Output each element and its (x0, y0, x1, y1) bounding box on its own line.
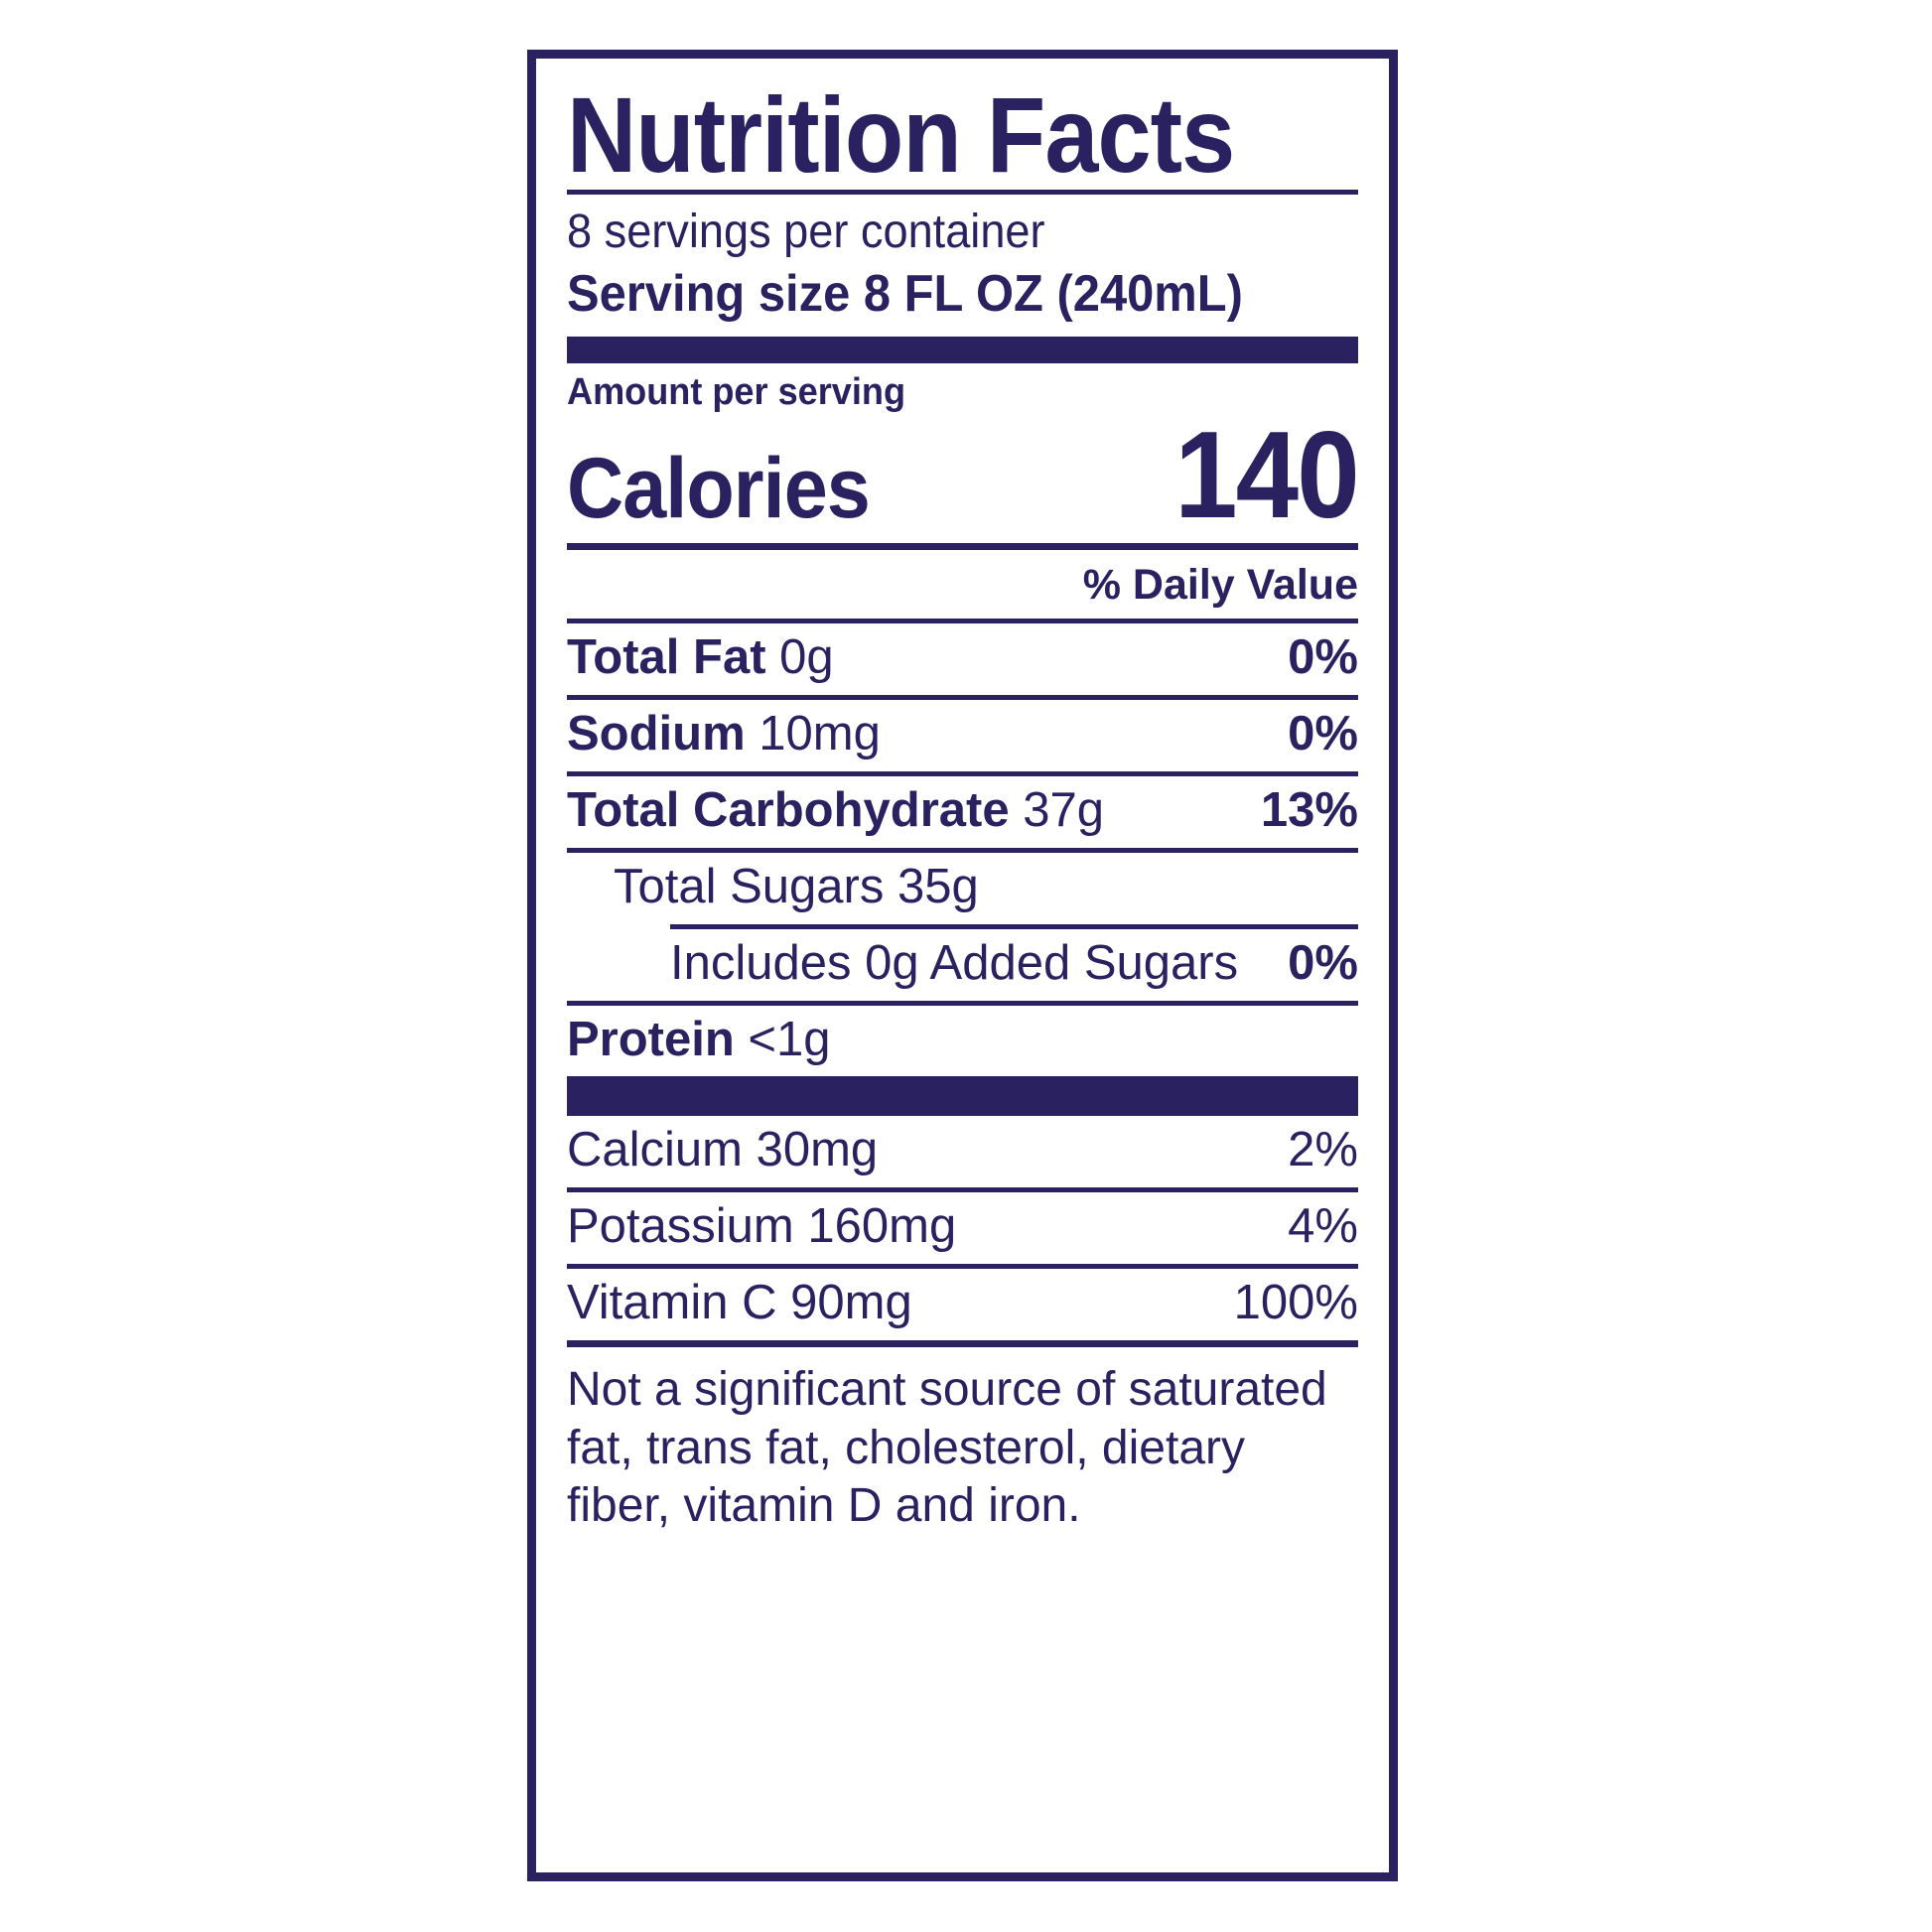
calories-label: Calories (567, 440, 871, 536)
rule-under-calories (567, 542, 1358, 550)
rule-above-total-carbohydrate (567, 770, 1358, 776)
nutrient-row-protein: Protein <1g (567, 1006, 1358, 1077)
nutrient-name-total-carbohydrate: Total Carbohydrate 37g (567, 782, 1104, 837)
nutrient-dv-total-carbohydrate: 13% (1260, 782, 1358, 837)
daily-value-header: % Daily Value (1082, 560, 1358, 609)
nutrition-facts-inner: Nutrition Facts 8 servings per container… (567, 59, 1360, 1872)
nutrient-row-sodium: Sodium 10mg 0% (567, 700, 1358, 771)
rule-above-vitamin-c (567, 1264, 1358, 1270)
amount-per-serving-label: Amount per serving (567, 371, 906, 414)
rule-above-added-sugars (670, 923, 1358, 929)
micronutrient-name-potassium: Potassium 160mg (567, 1199, 957, 1254)
calories-value: 140 (1174, 406, 1360, 544)
rule-above-footnote (567, 1340, 1358, 1348)
nutrient-row-total-fat: Total Fat 0g 0% (567, 623, 1358, 695)
rule-above-total-sugars (567, 847, 1358, 853)
nutrition-facts-panel: Nutrition Facts 8 servings per container… (527, 50, 1398, 1881)
rule-above-total-fat (567, 618, 1358, 623)
rule-above-protein (567, 1000, 1358, 1006)
rule-under-title (567, 190, 1358, 196)
calories-row: Calories 140 (567, 406, 1360, 544)
servings-per-container: 8 servings per container (567, 206, 1045, 259)
rule-above-potassium (567, 1187, 1358, 1193)
micronutrient-dv-vitamin-c: 100% (1233, 1276, 1358, 1330)
page-title: Nutrition Facts (567, 74, 1235, 195)
nutrient-name-protein: Protein <1g (567, 1012, 831, 1066)
micronutrient-row-vitamin-c: Vitamin C 90mg 100% (567, 1269, 1358, 1340)
nutrient-row-total-sugars: Total Sugars 35g (567, 853, 1358, 924)
nutrient-name-total-sugars: Total Sugars 35g (614, 859, 979, 913)
micronutrient-dv-calcium: 2% (1288, 1123, 1358, 1177)
nutrient-row-added-sugars: Includes 0g Added Sugars 0% (567, 929, 1358, 1001)
rule-thick-above-amount (567, 337, 1358, 364)
serving-size: Serving size 8 FL OZ (240mL) (567, 264, 1243, 323)
micronutrient-row-potassium: Potassium 160mg 4% (567, 1192, 1358, 1264)
footnote-text: Not a significant source of saturated fa… (567, 1363, 1327, 1533)
micronutrient-name-calcium: Calcium 30mg (567, 1123, 879, 1177)
nutrient-row-total-carbohydrate: Total Carbohydrate 37g 13% (567, 776, 1358, 848)
nutrient-name-sodium: Sodium 10mg (567, 706, 881, 760)
micronutrient-dv-potassium: 4% (1288, 1199, 1358, 1254)
nutrient-dv-total-fat: 0% (1288, 629, 1358, 684)
rule-thick-above-micronutrients (567, 1076, 1358, 1117)
nutrient-name-total-fat: Total Fat 0g (567, 629, 834, 684)
rule-above-sodium (567, 694, 1358, 700)
nutrient-dv-added-sugars: 0% (1288, 935, 1358, 990)
nutrient-dv-sodium: 0% (1288, 706, 1358, 760)
micronutrient-row-calcium: Calcium 30mg 2% (567, 1116, 1358, 1187)
micronutrient-name-vitamin-c: Vitamin C 90mg (567, 1276, 912, 1330)
nutrient-name-added-sugars: Includes 0g Added Sugars (670, 935, 1239, 990)
